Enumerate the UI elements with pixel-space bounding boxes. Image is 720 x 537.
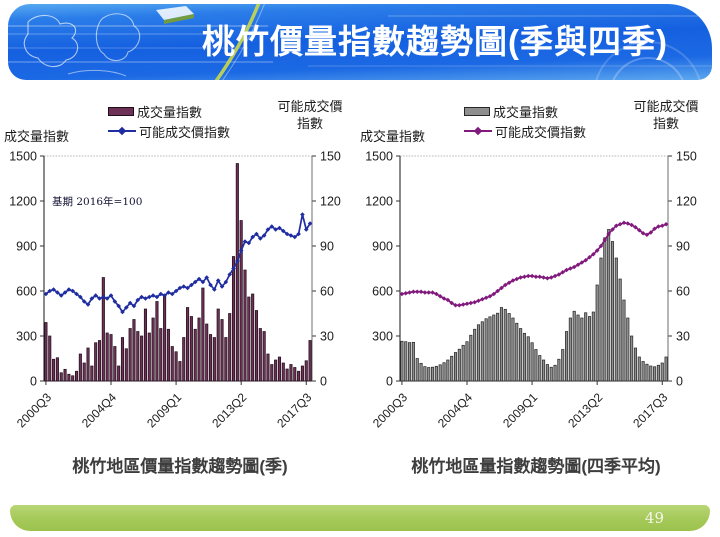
footer-bar: 49 [10, 505, 710, 531]
right-axis-title: 可能成交價 指數 [264, 98, 356, 132]
left-axis-title: 成交量指數 [4, 129, 70, 144]
svg-text:900: 900 [372, 240, 393, 254]
caption-quarterly: 桃竹地區價量指數趨勢圖(季) [72, 457, 288, 476]
right-axis-title: 可能成交價 指數 [620, 98, 712, 132]
right-axis-title-line1: 可能成交價 [633, 99, 699, 114]
svg-text:150: 150 [320, 150, 341, 164]
svg-text:30: 30 [676, 330, 690, 344]
svg-text:2009Q1: 2009Q1 [500, 390, 540, 430]
right-axis-title-line1: 可能成交價 [277, 99, 343, 114]
svg-text:120: 120 [320, 195, 341, 209]
svg-text:2017Q3: 2017Q3 [274, 390, 314, 430]
svg-text:2004Q4: 2004Q4 [435, 390, 475, 430]
svg-text:300: 300 [372, 330, 393, 344]
svg-text:60: 60 [320, 285, 334, 299]
legend-item-price: 可能成交價指數 [108, 121, 230, 141]
legend-label-price: 可能成交價指數 [139, 124, 231, 140]
page-number: 49 [644, 509, 664, 527]
legend-item-volume: 成交量指數 [108, 101, 230, 121]
svg-text:0: 0 [386, 375, 393, 389]
chart-quarterly-header: 成交量指數 成交量指數 可能成交價指數 可能成交價 [2, 96, 358, 148]
volume-bar-swatch-icon [464, 106, 490, 116]
legend: 成交量指數 可能成交價指數 [108, 101, 230, 141]
svg-text:60: 60 [676, 285, 690, 299]
world-map-art-icon [8, 4, 712, 80]
svg-text:2009Q1: 2009Q1 [144, 390, 184, 430]
legend-label-volume: 成交量指數 [493, 104, 559, 120]
legend-label-price: 可能成交價指數 [495, 124, 587, 140]
svg-text:2000Q3: 2000Q3 [370, 390, 410, 430]
svg-text:0: 0 [676, 375, 683, 389]
chart-four-quarter-avg: 成交量指數 成交量指數 可能成交價指數 可能成交價 [358, 96, 714, 477]
svg-text:150: 150 [676, 150, 697, 164]
page-title: 桃竹價量指數趨勢圖(季與四季) [202, 23, 668, 60]
caption-four-quarter-avg: 桃竹地區量指數趨勢圖(四季平均) [411, 457, 661, 476]
right-axis-title-line2: 指數 [652, 116, 679, 131]
svg-text:120: 120 [676, 195, 697, 209]
svg-text:1200: 1200 [9, 195, 37, 209]
price-line-swatch-icon [108, 126, 136, 136]
legend-item-price: 可能成交價指數 [464, 121, 586, 141]
plot-area-four-quarter-avg: 0 300 600 900 1200 1500 0 30 60 90 120 150 2000Q3 200… [358, 148, 714, 444]
price-line-swatch-icon [464, 126, 492, 136]
svg-text:1500: 1500 [365, 150, 393, 164]
volume-bar-swatch-icon [108, 106, 134, 116]
svg-text:90: 90 [676, 240, 690, 254]
svg-text:90: 90 [320, 240, 334, 254]
header-banner: 桃竹價量指數趨勢圖(季與四季) [8, 4, 712, 80]
charts-row: 成交量指數 成交量指數 可能成交價指數 可能成交價 [2, 96, 718, 477]
svg-text:30: 30 [320, 330, 334, 344]
right-axis-title-line2: 指數 [296, 116, 323, 131]
svg-text:2000Q3: 2000Q3 [14, 390, 54, 430]
svg-text:300: 300 [16, 330, 37, 344]
svg-text:2013Q2: 2013Q2 [209, 390, 249, 430]
chart-avg-header: 成交量指數 成交量指數 可能成交價指數 可能成交價 [358, 96, 714, 148]
svg-text:基期 2016年=100: 基期 2016年=100 [52, 195, 142, 208]
svg-text:1200: 1200 [365, 195, 393, 209]
svg-text:2013Q2: 2013Q2 [565, 390, 605, 430]
legend-item-volume: 成交量指數 [464, 101, 586, 121]
svg-text:2017Q3: 2017Q3 [630, 390, 670, 430]
chart-quarterly: 成交量指數 成交量指數 可能成交價指數 可能成交價 [2, 96, 358, 477]
left-axis-title: 成交量指數 [360, 129, 426, 144]
legend: 成交量指數 可能成交價指數 [464, 101, 586, 141]
svg-text:2004Q4: 2004Q4 [79, 390, 119, 430]
svg-text:900: 900 [16, 240, 37, 254]
svg-text:1500: 1500 [9, 150, 37, 164]
plot-area-quarterly: 0 300 600 900 1200 1500 0 30 60 90 120 150 2000Q3 200… [2, 148, 358, 444]
svg-text:600: 600 [372, 285, 393, 299]
svg-text:600: 600 [16, 285, 37, 299]
svg-text:0: 0 [30, 375, 37, 389]
legend-label-volume: 成交量指數 [137, 104, 203, 120]
svg-text:0: 0 [320, 375, 327, 389]
